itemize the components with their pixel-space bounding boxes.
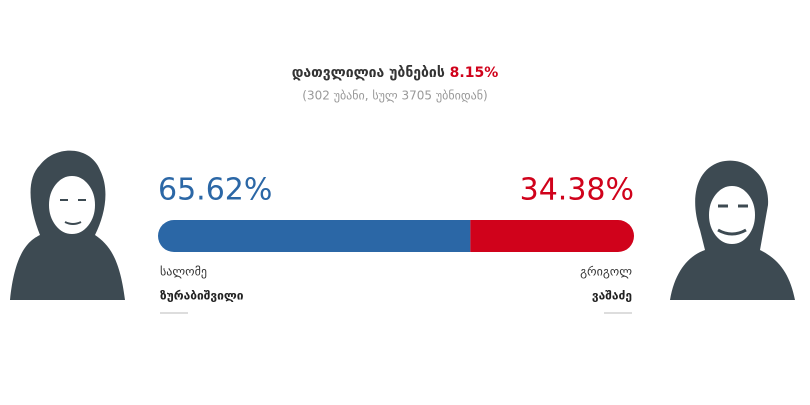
share-label-left: 65.62% — [158, 173, 272, 208]
portrait-right — [670, 160, 795, 300]
bar-segment — [470, 220, 634, 252]
bar-segment — [158, 220, 471, 252]
header-title-line: დათვლილია უბნების 8.15% — [292, 65, 498, 81]
first-name-left: სალომე — [160, 265, 207, 279]
share-label-right: 34.38% — [520, 173, 634, 208]
last-name-right: ვაშაძე — [592, 289, 632, 303]
last-name-left: ზურაბიშვილი — [160, 289, 244, 303]
header-title: დათვლილია უბნების — [292, 65, 445, 81]
result-bar — [158, 220, 634, 252]
first-name-right: გრიგოლ — [580, 265, 632, 279]
portrait-left — [10, 150, 125, 300]
header-percent: 8.15% — [450, 65, 499, 81]
header-subtitle: (302 უბანი, სულ 3705 უბნიდან) — [302, 89, 487, 103]
